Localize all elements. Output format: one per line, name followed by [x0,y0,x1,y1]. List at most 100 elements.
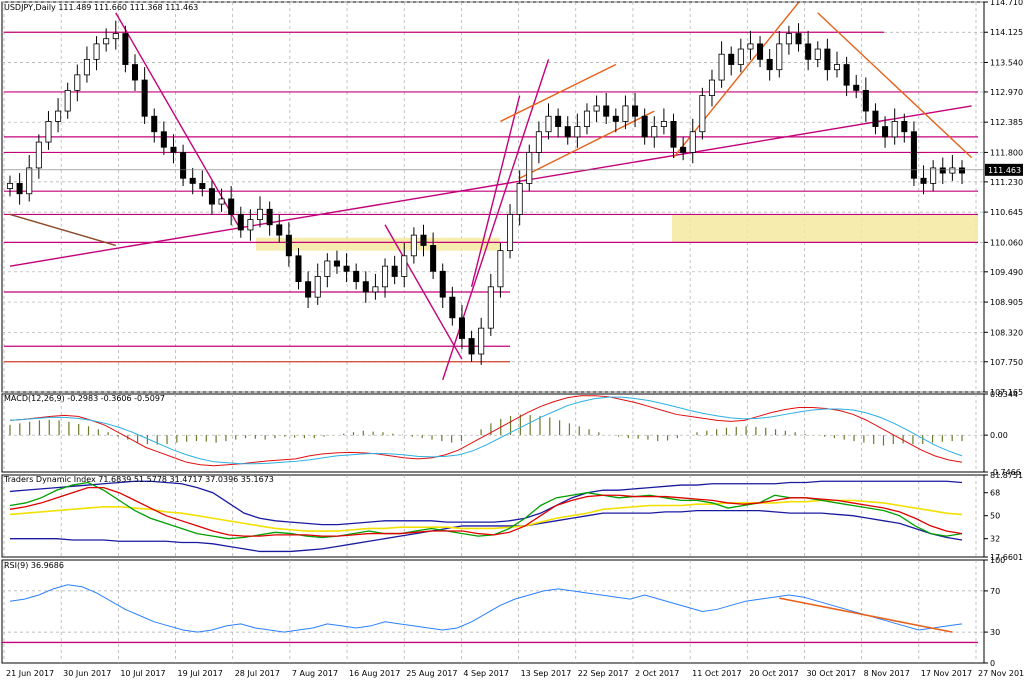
candle-body [805,43,812,60]
candle-body [160,131,167,148]
rsi-trend-line [779,597,953,633]
x-tick-label: 17 Nov 2017 [921,669,972,678]
trend-line-up-steep [442,59,550,381]
macd-y-tick-label: -0.7466 [990,468,1021,477]
macd-panel [2,395,984,467]
candle-body [276,224,283,236]
candle-body [824,48,831,71]
x-tick-label: 11 Oct 2017 [692,669,741,678]
tdi-series [9,486,963,537]
candle-body [189,177,196,184]
candle-body [699,95,706,133]
tdi-y-tick-label: 50 [990,512,1000,521]
candle-body [74,74,81,91]
macd-y-tick-label: 0.8344 [990,390,1018,399]
candle-body [382,265,389,288]
candle-body [930,167,937,184]
x-tick-label: 27 Nov 2017 [978,669,1024,678]
trend-line-up [470,95,521,287]
trend-line-down [115,12,242,231]
candle-body [670,121,677,148]
y-tick-label: 107.750 [990,358,1023,367]
horizontal-levels [4,31,978,363]
candle-body [574,126,581,138]
macd-signal-line [9,396,963,465]
candle-body [507,214,514,252]
candle-body [131,64,139,81]
candle-body [891,121,898,138]
candle-body [785,33,792,45]
candle-body [468,338,475,355]
macd-line [9,395,963,467]
tdi-series [9,480,963,526]
candle-body [170,146,177,153]
candle-body [583,110,590,127]
candle-body [901,121,908,133]
support-zone [256,237,500,251]
y-tick-label: 107.165 [990,388,1023,397]
candle-body [612,115,619,122]
candle-body [430,245,437,272]
tdi-series [9,481,963,540]
candle-body [45,121,52,143]
rsi-y-tick-label: 70 [990,587,1000,596]
y-tick-label: 113.540 [990,58,1023,67]
candle-body [747,43,754,50]
panel-frame-main [1,1,985,393]
current-price-badge [985,163,1023,176]
channel-bottom [519,110,655,179]
candle-body [199,183,206,190]
x-tick-label: 30 Jun 2017 [63,669,111,678]
candle-body [949,167,956,174]
x-tick-label: 8 Nov 2017 [864,669,910,678]
candle-body [218,198,225,205]
candle-body [632,105,639,117]
x-tick-label: 19 Jul 2017 [178,669,223,678]
candle-body [641,115,648,138]
candle-body [478,327,485,355]
x-tick-label: 4 Sep 2017 [463,669,509,678]
candle-body [555,115,562,127]
rsi-y-tick-label: 0 [990,659,995,668]
candle-body [593,105,600,112]
y-tick-label: 112.385 [990,118,1023,127]
candle-body [353,270,360,283]
candle-body [237,214,244,231]
candle-body [487,286,494,329]
panel-frame-rsi [1,559,985,664]
support-zone [672,214,978,243]
candle-body [651,126,658,138]
macd-y-tick-label: 0.00 [990,431,1008,440]
y-tick-label: 111.230 [990,178,1023,187]
y-tick-label: 108.905 [990,298,1023,307]
candle-body [122,33,129,65]
candle-body [83,58,90,76]
x-tick-label: 20 Oct 2017 [749,669,798,678]
y-tick-label: 109.490 [990,268,1023,277]
candle-body [180,152,187,179]
candle-body [757,43,764,60]
candle-body [814,48,821,60]
candle-body [93,43,100,60]
tdi-y-tick-label: 81.8751 [990,471,1023,480]
candle-body [872,110,879,127]
x-tick-label: 28 Jul 2017 [235,669,280,678]
tdi-series [10,509,963,553]
candle-body [6,183,14,190]
main-chart-header: USDJPY,Daily 111.489 111.660 111.368 111… [4,3,198,12]
candle-body [516,183,523,215]
candle-body [526,152,533,184]
y-tick-label: 111.800 [990,148,1023,157]
candle-body [718,53,725,81]
tdi-series [9,499,963,532]
candle-body [103,38,110,45]
y-tick-label: 110.645 [990,208,1023,217]
candle-body [795,33,802,45]
panel-frame-tdi [1,474,985,558]
candle-body [776,43,783,71]
candle-body [564,126,571,138]
macd-header: MACD(12,26,9) -0.2983 -0.3606 -0.5097 [4,394,165,403]
candle-body [862,89,869,112]
